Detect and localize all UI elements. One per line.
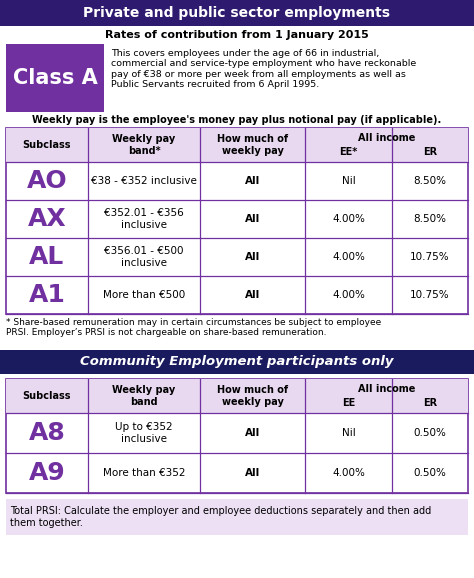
Text: More than €500: More than €500 — [103, 290, 185, 300]
Text: Subclass: Subclass — [23, 391, 71, 401]
Text: 0.50%: 0.50% — [413, 468, 447, 478]
Text: Rates of contribution from 1 January 2015: Rates of contribution from 1 January 201… — [105, 30, 369, 40]
Text: All income: All income — [358, 384, 415, 394]
Text: Subclass: Subclass — [23, 140, 71, 150]
Bar — [0, 350, 474, 374]
Text: 0.50%: 0.50% — [413, 428, 447, 438]
Text: All: All — [245, 468, 260, 478]
Text: A8: A8 — [28, 421, 65, 445]
Text: How much of
weekly pay: How much of weekly pay — [217, 134, 288, 156]
Text: Total PRSI: Calculate the employer and employee deductions separately and then a: Total PRSI: Calculate the employer and e… — [10, 506, 431, 528]
Text: 10.75%: 10.75% — [410, 252, 450, 262]
Text: This covers employees under the age of 66 in industrial,
commercial and service-: This covers employees under the age of 6… — [111, 49, 416, 89]
Text: €356.01 - €500
inclusive: €356.01 - €500 inclusive — [104, 246, 184, 268]
Bar — [6, 128, 468, 314]
Text: 4.00%: 4.00% — [332, 290, 365, 300]
Bar — [0, 0, 474, 26]
Bar — [6, 379, 468, 413]
Text: All: All — [245, 428, 260, 438]
Text: 4.00%: 4.00% — [332, 252, 365, 262]
Text: All income: All income — [358, 133, 415, 143]
Text: 8.50%: 8.50% — [413, 176, 447, 186]
Text: EE*: EE* — [339, 147, 357, 157]
Text: * Share-based remuneration may in certain circumstances be subject to employee
P: * Share-based remuneration may in certai… — [6, 318, 381, 338]
Bar — [6, 128, 468, 162]
Text: Nil: Nil — [342, 176, 356, 186]
Text: Weekly pay
band: Weekly pay band — [112, 385, 176, 407]
Text: 4.00%: 4.00% — [332, 214, 365, 224]
Text: A9: A9 — [28, 461, 65, 485]
Text: Community Employment participants only: Community Employment participants only — [80, 355, 394, 369]
Text: Class A: Class A — [13, 68, 97, 88]
Text: AL: AL — [29, 245, 64, 269]
Text: Weekly pay
band*: Weekly pay band* — [112, 134, 176, 156]
Text: ER: ER — [423, 147, 437, 157]
Text: Nil: Nil — [342, 428, 356, 438]
Text: More than €352: More than €352 — [103, 468, 185, 478]
Bar — [0, 112, 474, 128]
Text: €38 - €352 inclusive: €38 - €352 inclusive — [91, 176, 197, 186]
Text: All: All — [245, 176, 260, 186]
Text: Up to €352
inclusive: Up to €352 inclusive — [115, 422, 173, 444]
Text: ER: ER — [423, 398, 437, 408]
Text: AX: AX — [27, 207, 66, 231]
Text: All: All — [245, 214, 260, 224]
Text: 4.00%: 4.00% — [332, 468, 365, 478]
Text: 10.75%: 10.75% — [410, 290, 450, 300]
Bar — [6, 44, 104, 112]
Text: EE: EE — [342, 398, 355, 408]
Text: Private and public sector employments: Private and public sector employments — [83, 6, 391, 20]
Text: A1: A1 — [28, 283, 65, 307]
Text: 8.50%: 8.50% — [413, 214, 447, 224]
Bar — [6, 499, 468, 535]
Text: €352.01 - €356
inclusive: €352.01 - €356 inclusive — [104, 208, 184, 230]
Text: All: All — [245, 290, 260, 300]
Bar — [0, 26, 474, 44]
Text: How much of
weekly pay: How much of weekly pay — [217, 385, 288, 407]
Text: All: All — [245, 252, 260, 262]
Bar — [6, 379, 468, 493]
Text: Weekly pay is the employee's money pay plus notional pay (if applicable).: Weekly pay is the employee's money pay p… — [32, 115, 442, 125]
Text: AO: AO — [27, 169, 67, 193]
